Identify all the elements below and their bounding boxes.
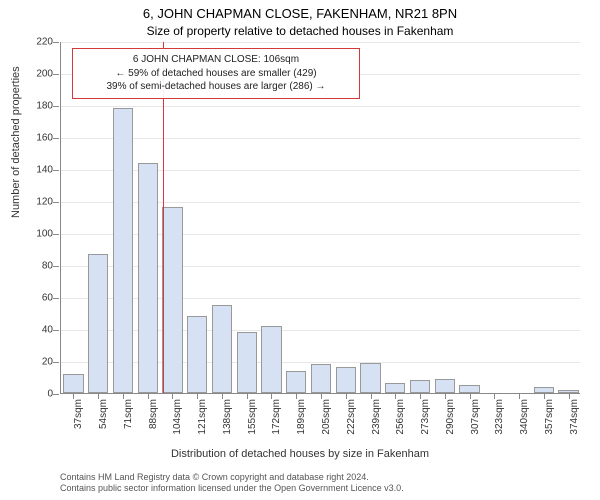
y-tick-label: 100: [36, 229, 53, 240]
y-axis-label: Number of detached properties: [10, 66, 22, 218]
x-tick-label: 172sqm: [271, 399, 282, 435]
histogram-bar: [385, 383, 405, 393]
y-tick-label: 140: [36, 165, 53, 176]
histogram-bar: [88, 254, 108, 393]
x-tick-label: 290sqm: [445, 399, 456, 435]
histogram-bar: [410, 380, 430, 393]
histogram-bar: [113, 108, 133, 393]
info-box-line: 6 JOHN CHAPMAN CLOSE: 106sqm: [79, 53, 353, 67]
x-tick-label: 239sqm: [371, 399, 382, 435]
y-tick-label: 120: [36, 197, 53, 208]
y-tick: [53, 42, 59, 43]
histogram-bar: [286, 371, 306, 393]
y-tick-label: 80: [42, 261, 53, 272]
y-tick: [53, 266, 59, 267]
histogram-bar: [336, 367, 356, 393]
y-tick: [53, 138, 59, 139]
y-tick: [53, 330, 59, 331]
x-tick-label: 54sqm: [98, 399, 109, 429]
info-box-line: ← 59% of detached houses are smaller (42…: [79, 67, 353, 81]
y-tick-label: 60: [42, 293, 53, 304]
y-tick: [53, 362, 59, 363]
x-axis-label: Distribution of detached houses by size …: [0, 448, 600, 460]
y-tick-label: 220: [36, 37, 53, 48]
footer-line-1: Contains HM Land Registry data © Crown c…: [60, 472, 580, 483]
histogram-bar: [435, 379, 455, 393]
y-tick-label: 0: [47, 389, 53, 400]
footer-attribution: Contains HM Land Registry data © Crown c…: [60, 472, 580, 495]
x-tick-label: 155sqm: [247, 399, 258, 435]
histogram-bar: [237, 332, 257, 393]
gridline: [61, 42, 580, 43]
x-tick-label: 357sqm: [544, 399, 555, 435]
gridline: [61, 106, 580, 107]
histogram-bar: [187, 316, 207, 393]
x-tick-label: 374sqm: [569, 399, 580, 435]
address-title: 6, JOHN CHAPMAN CLOSE, FAKENHAM, NR21 8P…: [0, 6, 600, 21]
histogram-bar: [360, 363, 380, 393]
y-tick-label: 20: [42, 357, 53, 368]
x-tick-label: 340sqm: [519, 399, 530, 435]
x-tick-label: 138sqm: [222, 399, 233, 435]
x-tick-label: 273sqm: [420, 399, 431, 435]
x-tick-label: 222sqm: [346, 399, 357, 435]
histogram-bar: [311, 364, 331, 393]
histogram-bar: [162, 207, 182, 393]
histogram-bar: [212, 305, 232, 393]
x-tick-label: 323sqm: [494, 399, 505, 435]
footer-line-2: Contains public sector information licen…: [60, 483, 580, 494]
x-tick-label: 37sqm: [73, 399, 84, 429]
y-tick: [53, 394, 59, 395]
y-tick-label: 180: [36, 101, 53, 112]
y-tick: [53, 74, 59, 75]
y-tick-label: 160: [36, 133, 53, 144]
y-tick: [53, 106, 59, 107]
histogram-bar: [459, 385, 479, 393]
x-tick-label: 121sqm: [197, 399, 208, 435]
x-tick-label: 104sqm: [172, 399, 183, 435]
subtitle: Size of property relative to detached ho…: [0, 24, 600, 38]
x-tick-label: 88sqm: [148, 399, 159, 429]
x-tick-label: 205sqm: [321, 399, 332, 435]
y-tick-label: 200: [36, 69, 53, 80]
y-tick: [53, 234, 59, 235]
x-tick-label: 307sqm: [470, 399, 481, 435]
histogram-bar: [138, 163, 158, 393]
info-box-line: 39% of semi-detached houses are larger (…: [79, 80, 353, 94]
y-tick-label: 40: [42, 325, 53, 336]
y-tick: [53, 202, 59, 203]
info-box: 6 JOHN CHAPMAN CLOSE: 106sqm← 59% of det…: [72, 48, 360, 99]
gridline: [61, 138, 580, 139]
y-tick: [53, 170, 59, 171]
y-tick: [53, 298, 59, 299]
x-tick-label: 256sqm: [395, 399, 406, 435]
histogram-bar: [261, 326, 281, 393]
x-tick-label: 189sqm: [296, 399, 307, 435]
histogram-bar: [63, 374, 83, 393]
x-tick-label: 71sqm: [123, 399, 134, 429]
